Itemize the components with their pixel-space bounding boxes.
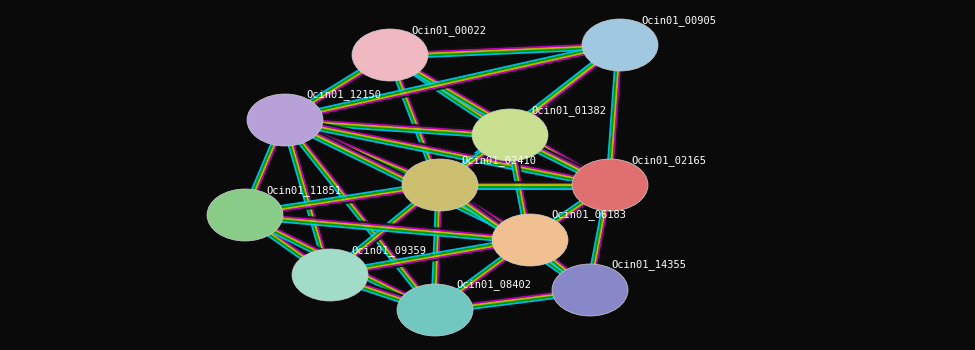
Text: Ocin01_12150: Ocin01_12150	[306, 90, 381, 100]
Ellipse shape	[247, 94, 323, 146]
Text: Ocin01_14355: Ocin01_14355	[611, 260, 685, 271]
Ellipse shape	[397, 284, 473, 336]
Text: Ocin01_08402: Ocin01_08402	[456, 280, 531, 290]
Ellipse shape	[207, 189, 283, 241]
Text: Ocin01_01382: Ocin01_01382	[531, 105, 605, 116]
Text: Ocin01_00022: Ocin01_00022	[410, 25, 486, 35]
Ellipse shape	[402, 159, 478, 211]
Ellipse shape	[582, 19, 658, 71]
Ellipse shape	[292, 249, 368, 301]
Text: Ocin01_11851: Ocin01_11851	[266, 184, 341, 196]
Ellipse shape	[552, 264, 628, 316]
Text: Ocin01_02410: Ocin01_02410	[461, 155, 536, 166]
Text: Ocin01_02165: Ocin01_02165	[631, 155, 706, 166]
Text: Ocin01_00905: Ocin01_00905	[641, 15, 716, 26]
Ellipse shape	[352, 29, 428, 81]
Ellipse shape	[472, 109, 548, 161]
Text: Ocin01_06183: Ocin01_06183	[551, 210, 626, 221]
Ellipse shape	[492, 214, 568, 266]
Text: Ocin01_09359: Ocin01_09359	[351, 245, 426, 256]
Ellipse shape	[572, 159, 648, 211]
